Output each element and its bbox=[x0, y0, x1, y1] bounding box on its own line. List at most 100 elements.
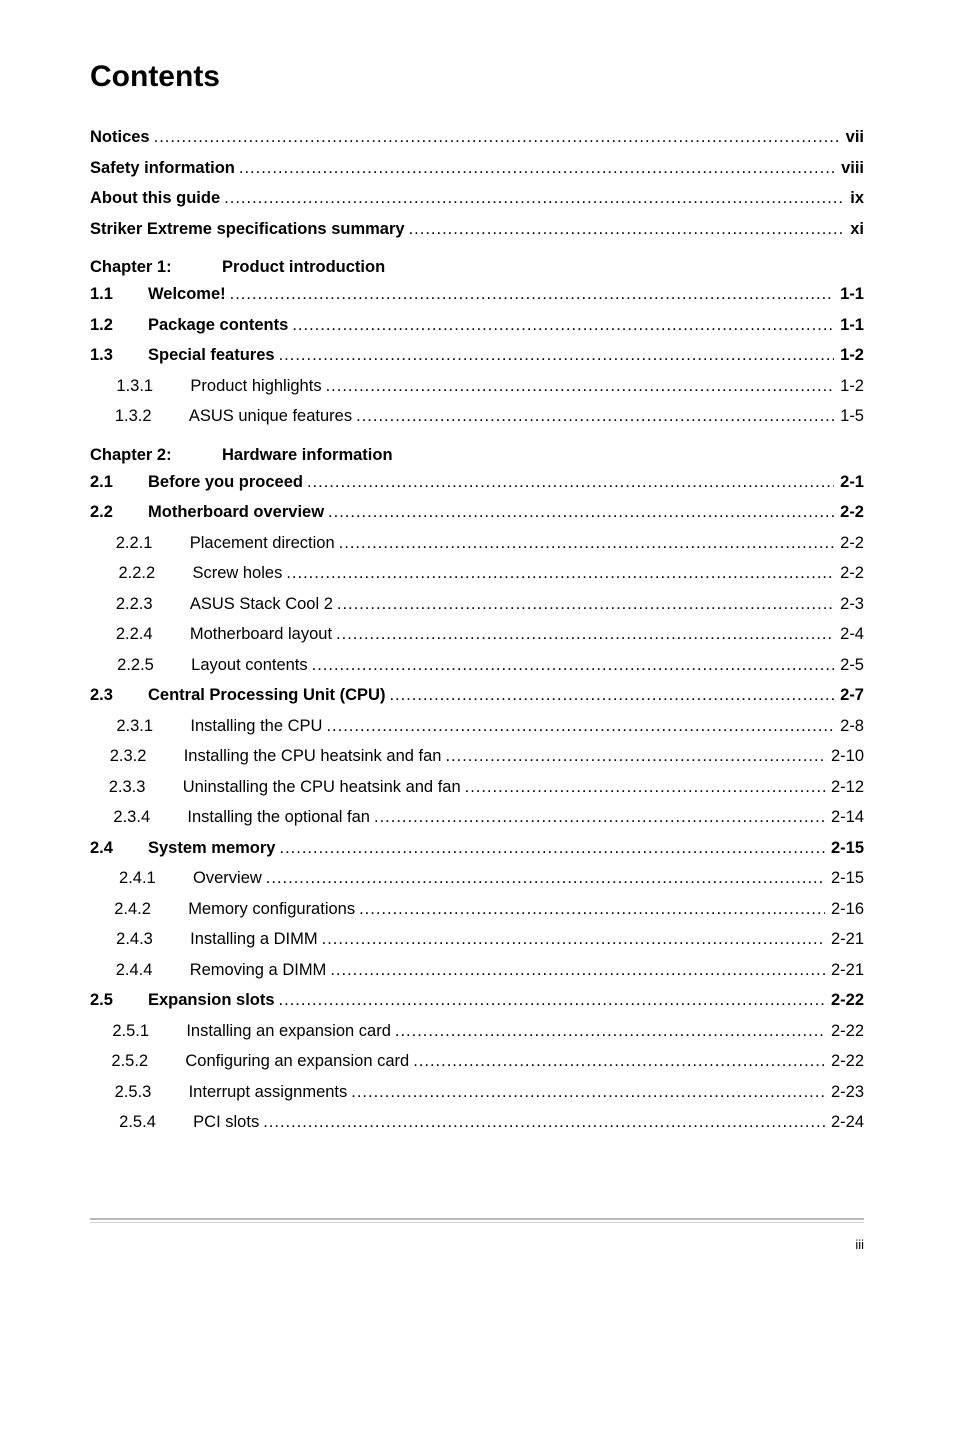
toc-front-entry: Safety information viii bbox=[90, 153, 864, 184]
toc-leader bbox=[279, 833, 824, 864]
toc-subsection-entry: 2.2.1Placement direction 2-2 bbox=[90, 528, 864, 559]
toc-page: 1-5 bbox=[838, 401, 864, 432]
toc-leader bbox=[239, 153, 835, 184]
toc-label: Striker Extreme specifications summary bbox=[90, 214, 405, 245]
toc-subsection-entry: 2.3.1Installing the CPU 2-8 bbox=[90, 711, 864, 742]
toc-label: Uninstalling the CPU heatsink and fan bbox=[183, 772, 461, 803]
toc-label: Removing a DIMM bbox=[190, 955, 327, 986]
toc-number: 1.3.2 bbox=[115, 401, 189, 432]
toc-leader bbox=[154, 122, 840, 153]
toc-label: Memory configurations bbox=[188, 894, 355, 925]
toc-chapter-heading: Chapter 2:Hardware information bbox=[90, 446, 864, 465]
toc-leader bbox=[395, 1016, 825, 1047]
toc-subsection-entry: 2.4.4Removing a DIMM 2-21 bbox=[90, 955, 864, 986]
toc-leader bbox=[326, 371, 835, 402]
toc-chapter-title: Product introduction bbox=[222, 258, 385, 277]
toc-number: 2.3.2 bbox=[110, 741, 184, 772]
toc-number: 2.3.1 bbox=[116, 711, 190, 742]
toc-number: 2.2.3 bbox=[116, 589, 190, 620]
toc-label: Screw holes bbox=[192, 558, 282, 589]
toc-number: 1.3.1 bbox=[116, 371, 190, 402]
toc-number: 2.2.2 bbox=[118, 558, 192, 589]
toc-page: 1-2 bbox=[838, 371, 864, 402]
toc-page: 2-22 bbox=[829, 1016, 864, 1047]
toc-label: ASUS Stack Cool 2 bbox=[190, 589, 333, 620]
toc-leader bbox=[356, 401, 834, 432]
toc-leader bbox=[339, 528, 834, 559]
toc-label: Central Processing Unit (CPU) bbox=[148, 680, 385, 711]
toc-leader bbox=[330, 955, 825, 986]
toc-label: Installing an expansion card bbox=[186, 1016, 391, 1047]
toc-label: Safety information bbox=[90, 153, 235, 184]
toc-front-entry: Notices vii bbox=[90, 122, 864, 153]
toc-page: vii bbox=[844, 122, 864, 153]
toc-label: Motherboard overview bbox=[148, 497, 324, 528]
toc-page: 2-3 bbox=[838, 589, 864, 620]
toc-page: 2-21 bbox=[829, 955, 864, 986]
page-title: Contents bbox=[90, 60, 864, 94]
toc-page: 2-2 bbox=[838, 528, 864, 559]
toc-page: 2-14 bbox=[829, 802, 864, 833]
toc-label: Interrupt assignments bbox=[189, 1077, 348, 1108]
toc-number: 2.1 bbox=[90, 467, 148, 498]
toc-subsection-entry: 1.3.1Product highlights 1-2 bbox=[90, 371, 864, 402]
toc-number: 2.3.4 bbox=[113, 802, 187, 833]
toc-leader bbox=[337, 589, 834, 620]
toc-page: 2-22 bbox=[829, 1046, 864, 1077]
toc-leader bbox=[230, 279, 835, 310]
toc-number: 2.4.1 bbox=[119, 863, 193, 894]
toc-section-entry: 1.2Package contents 1-1 bbox=[90, 310, 864, 341]
toc-leader bbox=[312, 650, 835, 681]
toc-label: Motherboard layout bbox=[190, 619, 332, 650]
toc-number: 2.5 bbox=[90, 985, 148, 1016]
toc-leader bbox=[409, 214, 845, 245]
toc-number: 2.2.5 bbox=[117, 650, 191, 681]
toc-page: 2-10 bbox=[829, 741, 864, 772]
footer-page-number: iii bbox=[855, 1237, 864, 1252]
toc-subsection-entry: 2.2.2Screw holes 2-2 bbox=[90, 558, 864, 589]
toc-leader bbox=[279, 985, 825, 1016]
footer-rule bbox=[90, 1218, 864, 1220]
toc-page: 2-24 bbox=[829, 1107, 864, 1138]
toc-number: 2.4 bbox=[90, 833, 148, 864]
toc-label: Configuring an expansion card bbox=[185, 1046, 409, 1077]
toc-chapter-prefix: Chapter 1: bbox=[90, 258, 222, 277]
toc-number: 2.4.4 bbox=[116, 955, 190, 986]
toc-label: Special features bbox=[148, 340, 275, 371]
toc-number: 2.5.3 bbox=[115, 1077, 189, 1108]
toc-page: 2-5 bbox=[838, 650, 864, 681]
toc-page: 2-16 bbox=[829, 894, 864, 925]
toc-page: 2-21 bbox=[829, 924, 864, 955]
toc-page: 2-2 bbox=[838, 497, 864, 528]
toc-label: PCI slots bbox=[193, 1107, 259, 1138]
toc-label: About this guide bbox=[90, 183, 220, 214]
toc-leader bbox=[336, 619, 834, 650]
toc-number: 2.5.4 bbox=[119, 1107, 193, 1138]
toc-label: Before you proceed bbox=[148, 467, 303, 498]
toc-label: Installing the CPU bbox=[190, 711, 322, 742]
toc-subsection-entry: 2.5.1Installing an expansion card 2-22 bbox=[90, 1016, 864, 1047]
toc-subsection-entry: 2.2.3ASUS Stack Cool 2 2-3 bbox=[90, 589, 864, 620]
toc-number: 2.3.3 bbox=[109, 772, 183, 803]
toc-page: 2-12 bbox=[829, 772, 864, 803]
toc-label: Installing the CPU heatsink and fan bbox=[184, 741, 442, 772]
toc-subsection-entry: 2.3.2Installing the CPU heatsink and fan… bbox=[90, 741, 864, 772]
toc-number: 1.1 bbox=[90, 279, 148, 310]
toc-subsection-entry: 2.2.5Layout contents 2-5 bbox=[90, 650, 864, 681]
toc-number: 2.3 bbox=[90, 680, 148, 711]
toc-subsection-entry: 2.4.1Overview 2-15 bbox=[90, 863, 864, 894]
toc-page: 2-2 bbox=[838, 558, 864, 589]
toc-subsection-entry: 2.5.3Interrupt assignments 2-23 bbox=[90, 1077, 864, 1108]
toc-subsection-entry: 2.3.3Uninstalling the CPU heatsink and f… bbox=[90, 772, 864, 803]
toc-container: Notices viiSafety information viiiAbout … bbox=[90, 122, 864, 1138]
toc-page: 2-15 bbox=[829, 863, 864, 894]
toc-section-entry: 1.3Special features 1-2 bbox=[90, 340, 864, 371]
toc-leader bbox=[359, 894, 825, 925]
toc-leader bbox=[465, 772, 825, 803]
toc-page: 2-15 bbox=[829, 833, 864, 864]
toc-chapter-heading: Chapter 1:Product introduction bbox=[90, 258, 864, 277]
toc-leader bbox=[224, 183, 844, 214]
toc-leader bbox=[263, 1107, 825, 1138]
toc-section-entry: 2.5Expansion slots 2-22 bbox=[90, 985, 864, 1016]
toc-section-entry: 2.4System memory 2-15 bbox=[90, 833, 864, 864]
